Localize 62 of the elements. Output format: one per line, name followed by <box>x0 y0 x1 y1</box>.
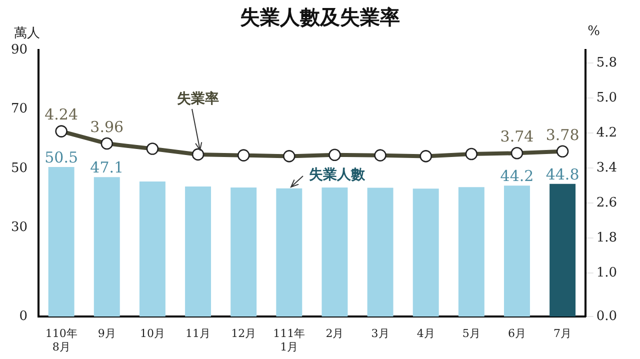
x-tick-label: 4月 <box>416 327 435 340</box>
data-label: 44.2 <box>500 167 534 186</box>
y-tick-label: 90 <box>10 42 28 58</box>
data-label: 4.24 <box>44 106 78 124</box>
y-tick-label: 70 <box>10 102 28 117</box>
y-tick-label: 50 <box>10 160 28 176</box>
bar <box>139 182 166 317</box>
x-tick-label: 110年 8月 <box>45 327 78 354</box>
bar <box>230 187 257 317</box>
y2-tick-label: 2.6 <box>596 195 618 210</box>
bar <box>48 167 74 317</box>
bar <box>276 188 302 317</box>
y2-tick-label: 1.8 <box>596 230 618 246</box>
bar <box>412 188 439 317</box>
y2-tick-label: 0.0 <box>596 308 618 324</box>
data-label: 3.96 <box>90 118 124 136</box>
point <box>283 150 296 162</box>
x-tick-label: 9月 <box>98 327 116 340</box>
bar <box>367 188 394 317</box>
y-axis-title: 萬人 <box>14 25 40 42</box>
point <box>237 149 250 162</box>
series-label: 失業人數 <box>309 166 366 183</box>
data-label: 47.1 <box>90 158 124 176</box>
x-tick-label: 2月 <box>326 327 344 340</box>
point <box>465 148 478 160</box>
point <box>192 148 204 161</box>
point <box>420 150 432 162</box>
y2-axis-title: % <box>588 24 600 39</box>
data-label: 3.74 <box>500 128 534 146</box>
x-tick-label: 3月 <box>371 327 390 340</box>
y2-tick-label: 5.0 <box>596 90 618 106</box>
point <box>328 148 341 162</box>
y2-tick-label: 3.4 <box>596 160 618 176</box>
x-tick-label: 111年 1月 <box>273 327 306 354</box>
point <box>556 145 569 158</box>
point <box>100 137 114 150</box>
point <box>510 146 524 160</box>
data-label: 44.8 <box>546 165 580 184</box>
point <box>55 125 68 138</box>
x-tick-label: 5月 <box>462 327 480 340</box>
data-label: 3.78 <box>546 126 580 144</box>
y-tick-label: 0 <box>19 308 28 324</box>
x-tick-label: 7月 <box>554 327 572 340</box>
point <box>374 149 386 162</box>
x-tick-label: 11月 <box>186 327 211 340</box>
x-tick-label: 6月 <box>508 327 526 340</box>
text: 失業率 <box>177 90 220 108</box>
x-tick-label: 10月 <box>140 327 165 340</box>
chart-title: 失業人數及失業率 <box>240 5 400 29</box>
y2-tick-label: 4.2 <box>596 125 618 140</box>
bar <box>550 184 576 317</box>
point <box>146 142 159 155</box>
data-label: 50.5 <box>44 148 78 166</box>
y-tick-label: 30 <box>10 220 28 236</box>
bar <box>458 187 484 317</box>
y2-tick-label: 1.0 <box>596 265 618 280</box>
bar <box>322 187 348 317</box>
bar <box>94 177 120 317</box>
y2-tick-label: 5.8 <box>596 55 618 70</box>
x-tick-label: 12月 <box>231 327 256 340</box>
bar <box>504 186 530 317</box>
bar <box>185 186 212 317</box>
